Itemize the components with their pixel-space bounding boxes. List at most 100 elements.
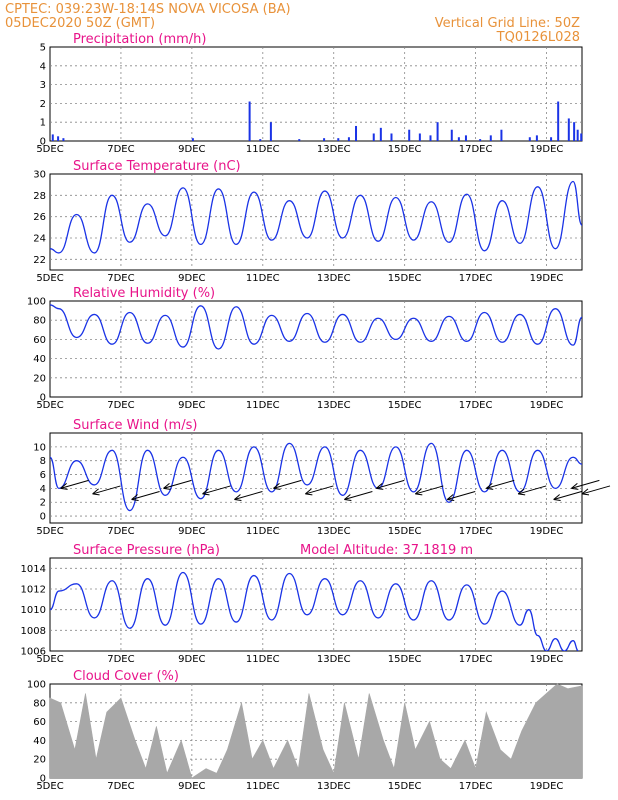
wind-arrow-head xyxy=(234,494,242,501)
x-tick-label: 5DEC xyxy=(36,654,63,665)
panel-5: 5DEC 7DEC 9DEC 11DEC 13DEC 15DEC 17DEC 19DEC 100… xyxy=(21,543,583,665)
precip-bar xyxy=(436,122,439,141)
x-tick-label: 9DEC xyxy=(178,654,205,665)
panel-6: 5DEC 7DEC 9DEC 11DEC 13DEC 15DEC 17DEC 19DEC 0 20… xyxy=(27,669,583,792)
y-tick-label: 80 xyxy=(33,698,46,709)
x-tick-label: 5DEC xyxy=(36,273,63,284)
precip-bar xyxy=(464,135,467,141)
wind-arrow-head xyxy=(202,488,210,496)
series-line xyxy=(50,180,582,254)
x-tick-label: 13DEC xyxy=(317,654,351,665)
x-tick-label: 19DEC xyxy=(530,526,564,537)
wind-arrow-head xyxy=(305,488,313,496)
wind-arrow-head xyxy=(60,483,68,490)
precip-bar xyxy=(323,138,326,141)
precip-bar xyxy=(500,129,503,141)
x-tick-label: 5DEC xyxy=(36,400,63,411)
panel-title: Surface Temperature (nC) xyxy=(73,159,241,174)
wind-arrow-head xyxy=(375,483,384,490)
y-tick-label: 22 xyxy=(33,255,46,266)
x-tick-label: 15DEC xyxy=(388,144,422,155)
x-tick-label: 13DEC xyxy=(317,273,351,284)
x-tick-label: 13DEC xyxy=(317,144,351,155)
x-tick-label: 19DEC xyxy=(530,654,564,665)
panel-title: Relative Humidity (%) xyxy=(73,286,215,301)
panel-title: Precipitation (mm/h) xyxy=(73,32,206,47)
wind-arrow-head xyxy=(131,494,139,501)
y-tick-label: 1010 xyxy=(21,605,46,616)
x-tick-label: 9DEC xyxy=(178,144,205,155)
precip-bar xyxy=(429,135,432,141)
header-station: CPTEC: 039:23W-18:14S NOVA VICOSA (BA) xyxy=(5,2,291,17)
panel-title: Surface Pressure (hPa) xyxy=(73,543,220,558)
wind-arrow xyxy=(305,485,334,495)
header-model-id: TQ0126L028 xyxy=(496,30,580,45)
wind-arrow xyxy=(447,490,476,500)
x-tick-label: 11DEC xyxy=(246,526,280,537)
panel-title: Cloud Cover (%) xyxy=(73,669,179,684)
precip-bar xyxy=(576,129,579,141)
precip-bar xyxy=(355,125,358,141)
y-tick-label: 20 xyxy=(33,755,46,766)
y-tick-label: 5 xyxy=(40,43,46,54)
x-tick-label: 15DEC xyxy=(388,781,422,792)
precip-bar xyxy=(57,136,60,141)
x-tick-label: 5DEC xyxy=(36,144,63,155)
precip-bar xyxy=(62,138,65,141)
y-tick-label: 26 xyxy=(33,212,46,223)
precip-bar xyxy=(489,135,492,141)
precip-bar xyxy=(379,127,382,141)
x-tick-label: 13DEC xyxy=(317,526,351,537)
wind-arrow xyxy=(273,479,302,489)
x-tick-label: 11DEC xyxy=(246,781,280,792)
x-tick-label: 15DEC xyxy=(388,273,422,284)
y-tick-label: 80 xyxy=(33,316,46,327)
y-tick-label: 0 xyxy=(40,393,46,404)
header-grid-line: Vertical Grid Line: 50Z xyxy=(434,16,580,31)
panel-frame xyxy=(49,173,583,271)
y-tick-label: 20 xyxy=(33,373,46,384)
wind-arrow-head xyxy=(581,488,590,496)
model-altitude: Model Altitude: 37.1819 m xyxy=(300,543,473,558)
wind-arrow xyxy=(344,490,373,500)
precip-bar xyxy=(567,118,570,141)
x-tick-label: 9DEC xyxy=(178,273,205,284)
wind-arrow xyxy=(92,485,121,495)
wind-arrow xyxy=(571,479,600,489)
precip-bar xyxy=(337,138,340,141)
precip-bar xyxy=(269,122,272,141)
x-tick-label: 9DEC xyxy=(178,526,205,537)
panel-4: 5DEC 7DEC 9DEC 11DEC 13DEC 15DEC 17DEC 19DEC 0 2 4… xyxy=(33,418,611,537)
x-tick-label: 17DEC xyxy=(459,144,493,155)
y-tick-label: 60 xyxy=(33,335,46,346)
wind-arrow xyxy=(202,485,231,495)
cloud-cover-area xyxy=(49,683,583,779)
x-tick-label: 17DEC xyxy=(459,654,493,665)
wind-arrow-head xyxy=(163,483,171,490)
panel-1: 5DEC 7DEC 9DEC 11DEC 13DEC 15DEC 17DEC 19DEC 0 1 2… xyxy=(36,32,583,155)
x-tick-label: 11DEC xyxy=(246,400,280,411)
x-tick-label: 15DEC xyxy=(388,526,422,537)
precip-bar xyxy=(248,101,251,141)
y-tick-label: 100 xyxy=(27,297,46,308)
y-tick-label: 2 xyxy=(40,99,46,110)
y-tick-label: 40 xyxy=(33,354,46,365)
precip-bar xyxy=(573,122,576,141)
wind-arrow-head xyxy=(414,488,423,496)
wind-arrow-head xyxy=(273,483,281,490)
x-tick-label: 13DEC xyxy=(317,781,351,792)
y-tick-label: 4 xyxy=(40,484,46,495)
precip-bar xyxy=(528,137,531,141)
precip-bar xyxy=(347,137,350,141)
y-tick-label: 40 xyxy=(33,736,46,747)
wind-arrow xyxy=(518,485,547,495)
panel-frame xyxy=(49,46,583,142)
y-tick-label: 60 xyxy=(33,717,46,728)
x-tick-label: 11DEC xyxy=(246,273,280,284)
x-tick-label: 19DEC xyxy=(530,400,564,411)
wind-arrow xyxy=(553,490,582,500)
precip-bar xyxy=(550,137,553,141)
y-tick-label: 1006 xyxy=(21,647,46,658)
precip-bar xyxy=(51,134,54,141)
series-line xyxy=(50,442,582,512)
